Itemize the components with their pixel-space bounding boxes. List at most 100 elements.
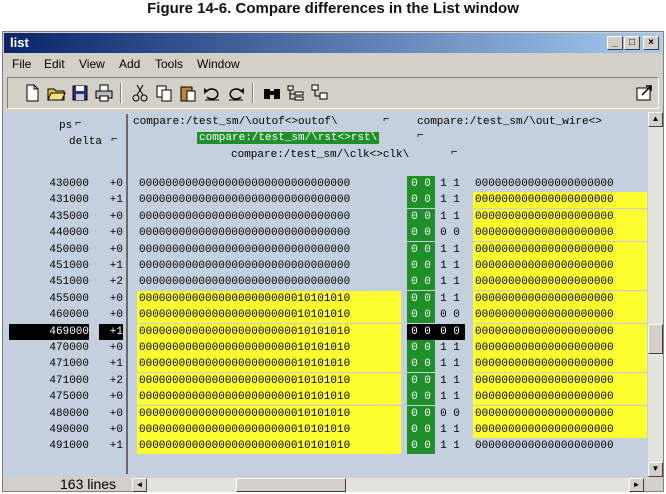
time-cell: 471000 bbox=[49, 358, 89, 371]
pane-divider[interactable] bbox=[126, 114, 128, 474]
out-wire-value-cell: 000000000000000000000 bbox=[473, 422, 647, 438]
delta-cell: +0 bbox=[109, 292, 123, 305]
time-cell: 471000 bbox=[49, 374, 89, 387]
scroll-up-icon[interactable]: ▲ bbox=[648, 112, 663, 127]
list-row[interactable]: 471000 +1 00000000000000000000000010101010… bbox=[3, 356, 647, 373]
list-row[interactable]: 430000 +0 00000000000000000000000000000000… bbox=[3, 176, 647, 192]
signal-header-outof[interactable]: compare:/test_sm/\outof<>outof\ bbox=[133, 116, 338, 128]
redo-icon[interactable] bbox=[226, 83, 246, 103]
clk-value-cell: 1 1 bbox=[440, 194, 460, 207]
cut-icon[interactable] bbox=[130, 83, 150, 103]
delta-cell: +0 bbox=[109, 424, 123, 436]
clk-value-cell: 1 1 bbox=[440, 391, 460, 404]
delta-cell: +1 bbox=[99, 323, 123, 340]
signal-header-clk[interactable]: compare:/test_sm/\clk<>clk\ bbox=[231, 149, 410, 161]
list-row[interactable]: 480000 +0 00000000000000000000000010101010… bbox=[3, 405, 647, 422]
title-bar[interactable]: list _ □ × bbox=[4, 33, 662, 53]
list-row[interactable]: 471000 +2 00000000000000000000000010101010… bbox=[3, 372, 647, 389]
list-row[interactable]: 475000 +0 00000000000000000000000010101010… bbox=[3, 389, 647, 406]
delta-cell: +0 bbox=[109, 342, 123, 354]
open-folder-icon[interactable] bbox=[46, 83, 66, 103]
out-wire-value-cell: 000000000000000000000 bbox=[473, 323, 647, 340]
list-pane[interactable]: ps ⌐ delta ⌐ compare:/test_sm/\outof<>ou… bbox=[3, 112, 663, 477]
vertical-scroll-thumb[interactable] bbox=[648, 324, 663, 354]
scroll-down-icon[interactable]: ▼ bbox=[648, 462, 663, 477]
rst-value-cell: 0 0 bbox=[407, 389, 435, 406]
ps-column-header[interactable]: ps bbox=[59, 120, 73, 132]
list-row[interactable]: 460000 +0 00000000000000000000000010101010… bbox=[3, 307, 647, 324]
list-row[interactable]: 491000 +1 00000000000000000000000010101010… bbox=[3, 438, 647, 455]
list-row[interactable]: 435000 +0 00000000000000000000000000000000… bbox=[3, 208, 647, 225]
toolbar-separator bbox=[120, 83, 122, 103]
undock-icon[interactable] bbox=[634, 83, 654, 103]
out-wire-value-cell: 000000000000000000000 bbox=[473, 192, 647, 209]
scroll-right-icon[interactable]: ► bbox=[629, 478, 644, 492]
signal-header-rst[interactable]: compare:/test_sm/\rst<>rst\ bbox=[197, 132, 380, 144]
signal-arrow-icon[interactable]: ⌐ bbox=[417, 130, 424, 142]
delta-cell: +0 bbox=[109, 407, 123, 420]
rst-value-cell: 0 0 bbox=[407, 307, 435, 324]
outof-value-cell: 00000000000000000000000010101010 bbox=[137, 372, 401, 389]
paste-icon[interactable] bbox=[178, 83, 198, 103]
menu-add[interactable]: Add bbox=[119, 57, 141, 71]
signal-arrow-icon[interactable]: ⌐ bbox=[383, 114, 390, 126]
menu-view[interactable]: View bbox=[79, 57, 105, 71]
list-row[interactable]: 470000 +0 00000000000000000000000010101010… bbox=[3, 340, 647, 356]
ps-sort-arrow-icon[interactable]: ⌐ bbox=[75, 118, 82, 130]
horizontal-scrollbar[interactable]: ◄ ► bbox=[132, 478, 644, 492]
clk-value-cell: 0 0 bbox=[440, 309, 460, 322]
rst-value-cell: 0 0 bbox=[407, 290, 435, 307]
signal-arrow-icon[interactable]: ⌐ bbox=[451, 147, 458, 159]
close-button[interactable]: × bbox=[643, 36, 659, 50]
list-row[interactable]: 450000 +0 00000000000000000000000000000000… bbox=[3, 241, 647, 258]
outof-value-cell: 00000000000000000000000000000000 bbox=[139, 210, 351, 223]
collapse-icon[interactable] bbox=[310, 83, 330, 103]
undo-icon[interactable] bbox=[202, 83, 222, 103]
print-icon[interactable] bbox=[94, 83, 114, 103]
menu-tools[interactable]: Tools bbox=[155, 57, 184, 71]
delta-sort-arrow-icon[interactable]: ⌐ bbox=[111, 134, 118, 146]
line-count: 163 lines bbox=[60, 476, 117, 492]
menu-edit[interactable]: Edit bbox=[44, 57, 65, 71]
list-row[interactable]: 440000 +0 00000000000000000000000000000000… bbox=[3, 225, 647, 242]
delta-cell: +0 bbox=[109, 178, 123, 190]
rst-value-cell: 0 0 bbox=[407, 225, 435, 242]
list-row[interactable]: 451000 +2 00000000000000000000000000000000… bbox=[3, 274, 647, 291]
horizontal-scroll-thumb[interactable] bbox=[236, 478, 346, 492]
scroll-left-icon[interactable]: ◄ bbox=[132, 478, 147, 492]
outof-value-cell: 00000000000000000000000010101010 bbox=[137, 340, 401, 356]
delta-cell: +2 bbox=[109, 374, 123, 387]
save-icon[interactable] bbox=[70, 83, 90, 103]
maximize-button[interactable]: □ bbox=[624, 36, 640, 50]
outof-value-cell: 00000000000000000000000000000000 bbox=[139, 194, 351, 207]
clk-value-cell: 1 1 bbox=[440, 440, 460, 453]
rst-value-cell: 0 0 bbox=[407, 422, 435, 438]
time-cell: 435000 bbox=[49, 210, 89, 223]
delta-cell: +1 bbox=[109, 260, 123, 272]
out-wire-value-cell: 000000000000000000000 bbox=[473, 340, 647, 356]
find-icon[interactable] bbox=[262, 83, 282, 103]
expand-icon[interactable] bbox=[286, 83, 306, 103]
figure-caption: Figure 14-6. Compare differences in the … bbox=[147, 0, 519, 17]
delta-column-header[interactable]: delta bbox=[69, 136, 103, 148]
list-row[interactable]: 490000 +0 00000000000000000000000010101010… bbox=[3, 422, 647, 438]
time-cell: 480000 bbox=[49, 407, 89, 420]
list-row[interactable]: 431000 +1 00000000000000000000000000000000… bbox=[3, 192, 647, 209]
clk-value-cell: 1 1 bbox=[440, 342, 460, 354]
menu-file[interactable]: File bbox=[12, 57, 32, 71]
vertical-scrollbar[interactable]: ▲ ▼ bbox=[648, 112, 663, 477]
menu-window[interactable]: Window bbox=[197, 57, 240, 71]
new-file-icon[interactable] bbox=[22, 83, 42, 103]
minimize-button[interactable]: _ bbox=[607, 36, 623, 50]
list-row[interactable]: 455000 +0 00000000000000000000000010101010… bbox=[3, 290, 647, 307]
rst-value-cell: 0 0 bbox=[407, 241, 435, 258]
list-row[interactable]: 451000 +1 00000000000000000000000000000000… bbox=[3, 258, 647, 274]
outof-value-cell: 00000000000000000000000010101010 bbox=[137, 438, 401, 455]
outof-value-cell: 00000000000000000000000000000000 bbox=[139, 276, 351, 289]
copy-icon[interactable] bbox=[154, 83, 174, 103]
outof-value-cell: 00000000000000000000000010101010 bbox=[137, 290, 401, 307]
clk-value-cell: 1 1 bbox=[440, 424, 460, 436]
out-wire-value-cell: 000000000000000000000 bbox=[473, 405, 647, 422]
signal-header-out-wire[interactable]: compare:/test_sm/\out_wire<> bbox=[417, 116, 602, 128]
list-row[interactable]: 469000 +1 00000000000000000000000010101010… bbox=[3, 323, 647, 340]
